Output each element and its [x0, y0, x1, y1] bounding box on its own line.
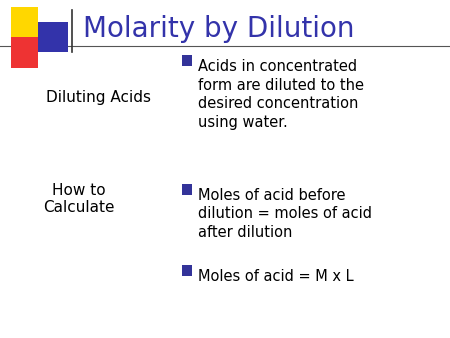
Bar	[38, 22, 68, 52]
Text: Moles of acid = M x L: Moles of acid = M x L	[198, 269, 354, 284]
Bar	[11, 37, 38, 68]
Text: Diluting Acids: Diluting Acids	[46, 90, 152, 104]
Bar	[182, 184, 192, 195]
Bar	[182, 55, 192, 66]
Bar	[182, 265, 192, 276]
Text: Molarity by Dilution: Molarity by Dilution	[83, 15, 355, 43]
Bar	[11, 7, 38, 37]
Text: Moles of acid before
dilution = moles of acid
after dilution: Moles of acid before dilution = moles of…	[198, 188, 372, 240]
Text: How to
Calculate: How to Calculate	[43, 183, 114, 215]
Text: Acids in concentrated
form are diluted to the
desired concentration
using water.: Acids in concentrated form are diluted t…	[198, 59, 364, 130]
